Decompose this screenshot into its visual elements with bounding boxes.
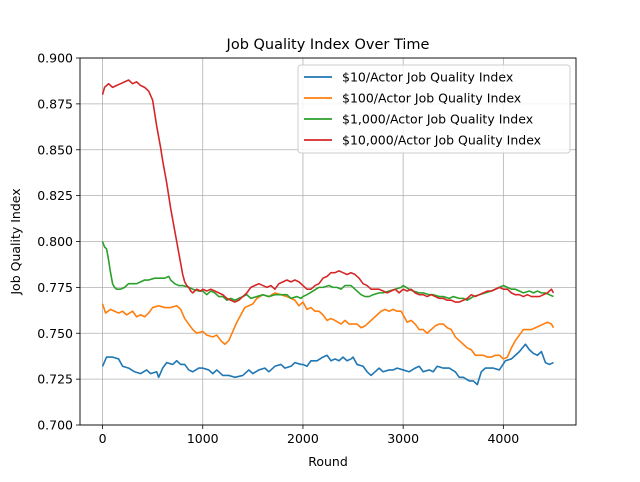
y-tick-label: 0.875 (37, 96, 73, 111)
legend-label: $10/Actor Job Quality Index (342, 70, 513, 85)
legend-label: $1,000/Actor Job Quality Index (342, 112, 533, 127)
y-tick-label: 0.825 (37, 188, 73, 203)
legend-box (297, 64, 571, 154)
axis-ticks: 0 1000 2000 3000 4000 0.700 0.725 0.750 0.775 0.8… (37, 51, 519, 447)
series-lines (101, 79, 555, 386)
y-tick-label: 0.850 (37, 142, 73, 157)
x-tick-label: 1000 (187, 431, 219, 446)
y-tick-label: 0.700 (37, 418, 73, 433)
series-line-2 (101, 292, 555, 360)
legend-label: $100/Actor Job Quality Index (342, 91, 521, 106)
x-tick-label: 4000 (487, 431, 519, 446)
x-axis-label: Round (308, 454, 348, 469)
y-tick-label: 0.725 (37, 372, 73, 387)
y-axis-label: Job Quality Index (8, 188, 23, 295)
x-tick-label: 3000 (387, 431, 419, 446)
y-tick-label: 0.750 (37, 326, 73, 341)
legend: $10/Actor Job Quality Index $100/Actor Jo… (297, 64, 571, 154)
chart-title: Job Quality Index Over Time (226, 37, 430, 53)
y-tick-label: 0.900 (37, 51, 73, 66)
x-tick-label: 0 (99, 431, 107, 446)
series-line-1 (101, 343, 554, 386)
y-tick-label: 0.800 (37, 234, 73, 249)
y-tick-label: 0.775 (37, 280, 73, 295)
series-line-4 (101, 79, 555, 303)
legend-label: $10,000/Actor Job Quality Index (342, 133, 541, 148)
x-tick-label: 2000 (287, 431, 319, 446)
